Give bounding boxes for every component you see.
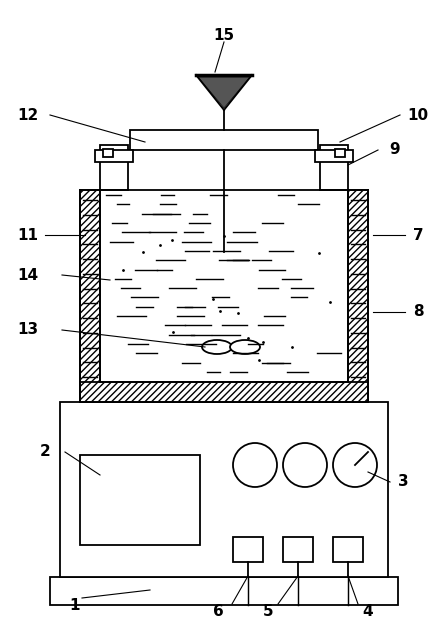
Circle shape [233, 443, 277, 487]
Text: 15: 15 [213, 27, 235, 43]
Text: 14: 14 [17, 267, 39, 283]
Circle shape [333, 443, 377, 487]
Bar [103, 149, 113, 157]
Text: 4: 4 [363, 604, 373, 619]
Polygon shape [198, 77, 250, 108]
Bar [50, 577, 398, 605]
Bar [80, 455, 200, 545]
Bar [335, 149, 345, 157]
Bar [283, 537, 313, 562]
Bar [320, 145, 348, 190]
Bar [100, 145, 128, 190]
Bar [333, 537, 363, 562]
Bar [348, 190, 368, 402]
Bar [233, 537, 263, 562]
Bar [80, 382, 368, 402]
Text: 12: 12 [17, 107, 39, 123]
Text: 7: 7 [413, 228, 423, 242]
Text: 2: 2 [39, 445, 50, 459]
Circle shape [283, 443, 327, 487]
Text: 8: 8 [413, 304, 423, 319]
Text: 13: 13 [17, 322, 39, 337]
Bar [130, 130, 318, 150]
Text: 10: 10 [407, 107, 429, 123]
Text: 5: 5 [263, 604, 273, 619]
Ellipse shape [202, 340, 232, 354]
Text: 11: 11 [17, 228, 39, 242]
Text: 6: 6 [213, 604, 224, 619]
Text: 1: 1 [70, 598, 80, 613]
Bar [315, 150, 353, 162]
Bar [95, 150, 133, 162]
Text: 9: 9 [390, 143, 401, 157]
Text: 3: 3 [398, 474, 408, 490]
Bar [60, 402, 388, 577]
Bar [80, 190, 100, 402]
Ellipse shape [230, 340, 260, 354]
